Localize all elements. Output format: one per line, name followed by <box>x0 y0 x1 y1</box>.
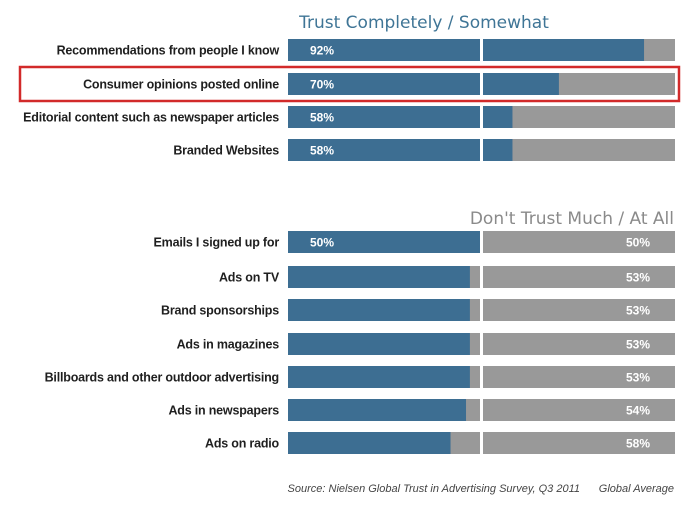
trust-value-label: 70% <box>310 78 334 92</box>
category-label: Brand sponsorships <box>161 304 279 318</box>
midline-divider <box>480 366 483 388</box>
category-label: Branded Websites <box>173 144 279 158</box>
trust-bar <box>288 432 451 454</box>
distrust-value-label: 53% <box>626 271 650 285</box>
trust-bar <box>288 366 470 388</box>
trust-bar <box>288 106 513 128</box>
bars-layer: Recommendations from people I know 92% Con… <box>18 39 681 454</box>
trust-bar <box>288 139 513 161</box>
midline-divider <box>480 139 483 161</box>
midline-divider <box>480 266 483 288</box>
trust-bar <box>288 333 470 355</box>
trust-bar <box>288 231 482 253</box>
midline-divider <box>480 73 483 95</box>
category-label: Ads in newspapers <box>168 404 279 418</box>
distrust-value-label: 50% <box>626 236 650 250</box>
category-label: Billboards and other outdoor advertising <box>45 371 279 385</box>
category-label: Ads in magazines <box>177 338 280 352</box>
source-note: Source: Nielsen Global Trust in Advertis… <box>288 483 580 495</box>
category-label: Editorial content such as newspaper arti… <box>23 111 279 125</box>
distrust-value-label: 53% <box>626 304 650 318</box>
midline-divider <box>480 399 483 421</box>
trust-value-label: 50% <box>310 236 334 250</box>
trust-value-label: 58% <box>310 111 334 125</box>
distrust-value-label: 54% <box>626 404 650 418</box>
midline-divider <box>480 299 483 321</box>
midline-divider <box>480 231 483 253</box>
category-label: Emails I signed up for <box>154 236 280 250</box>
midline-divider <box>480 106 483 128</box>
distrust-header: Don't Trust Much / At All <box>470 209 674 229</box>
midline-divider <box>480 39 483 61</box>
midline-divider <box>480 432 483 454</box>
midline-divider <box>480 333 483 355</box>
trust-bar <box>288 399 467 421</box>
trust-bar <box>288 73 559 95</box>
global-average-note: Global Average <box>599 483 674 495</box>
category-label: Ads on radio <box>205 437 280 451</box>
distrust-value-label: 53% <box>626 338 650 352</box>
trust-bar <box>288 299 470 321</box>
trust-value-label: 92% <box>310 44 334 58</box>
trust-value-label: 58% <box>310 144 334 158</box>
highlight-box <box>18 65 681 103</box>
distrust-value-label: 58% <box>626 437 650 451</box>
trust-header: Trust Completely / Somewhat <box>298 13 549 33</box>
category-label: Recommendations from people I know <box>57 44 280 58</box>
distrust-value-label: 53% <box>626 371 650 385</box>
trust-bar <box>288 39 645 61</box>
trust-bar <box>288 266 470 288</box>
category-label: Consumer opinions posted online <box>83 78 279 92</box>
category-label: Ads on TV <box>219 271 280 285</box>
